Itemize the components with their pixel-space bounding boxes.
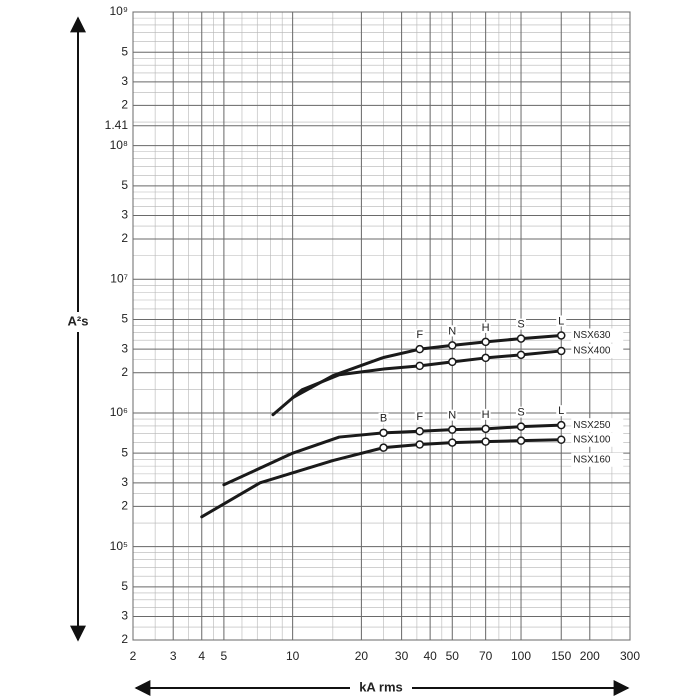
y-tick-label: 5 (121, 445, 128, 459)
y-tick-label: 2 (121, 499, 128, 513)
y-tick-label: 3 (121, 475, 128, 489)
level-label: F (416, 411, 423, 423)
y-axis-label: A²s (68, 313, 89, 328)
series-label: NSX250 (573, 420, 611, 431)
marker (415, 440, 424, 449)
x-tick-label: 70 (479, 649, 493, 663)
marker (448, 357, 457, 367)
marker (481, 337, 490, 347)
x-tick-label: 20 (355, 649, 369, 663)
series-label-bg (571, 328, 624, 343)
y-tick-label: 10⁵ (110, 539, 128, 553)
grid (132, 11, 631, 641)
level-label-bg (480, 321, 491, 333)
y-tick-label: 5 (121, 178, 128, 192)
x-tick-label: 100 (511, 649, 531, 663)
y-tick-label: 2 (121, 98, 128, 112)
level-label: B (380, 413, 387, 425)
y-tick-label: 3 (121, 609, 128, 623)
curve (291, 333, 563, 400)
y-tick-label: 2 (121, 231, 128, 245)
plot-area (132, 11, 631, 641)
y-tick-label: 2 (121, 632, 128, 646)
series-label: NSX100 (573, 434, 611, 445)
level-label: N (448, 410, 456, 422)
level-label-bg (480, 408, 491, 420)
series-label-bg (571, 432, 624, 447)
marker (516, 334, 526, 343)
level-label: H (482, 322, 490, 334)
level-label-bg (414, 411, 425, 423)
y-tick-label: 10⁹ (110, 4, 129, 18)
x-tick-label: 50 (446, 649, 460, 663)
x-tick-label: 4 (198, 649, 205, 663)
x-tick-label: 30 (395, 649, 409, 663)
y-tick-label: 1.41 (105, 118, 129, 132)
marker (448, 341, 457, 350)
level-label-bg (516, 406, 527, 418)
y-tick-label: 3 (121, 341, 128, 355)
marker (448, 425, 457, 434)
level-label-bg (556, 315, 567, 327)
marker (415, 426, 424, 436)
level-label: S (517, 318, 524, 330)
level-label-bg (378, 412, 389, 424)
y-tick-label: 5 (121, 312, 128, 326)
marker (556, 435, 566, 445)
marker (556, 331, 566, 340)
level-label: L (558, 405, 564, 417)
marker (481, 353, 490, 363)
y-tick-label: 10⁶ (110, 405, 128, 419)
x-tick-label: 40 (423, 649, 437, 663)
series-label-bg (571, 418, 624, 433)
level-label: L (558, 315, 564, 327)
y-tick-label: 3 (121, 208, 128, 222)
marker (448, 438, 457, 447)
x-axis-label: kA rms (359, 679, 403, 694)
x-tick-label: 200 (580, 649, 600, 663)
level-label-bg (447, 409, 458, 421)
marker (516, 422, 526, 431)
level-label: N (448, 325, 456, 337)
y-tick-label: 10⁷ (110, 271, 128, 285)
series-label-bg (571, 343, 624, 358)
plot: 2 3 4 5 10 20 30 40 50 70 100 150 200 300 10⁹ 5 3 2 1.41 10… (105, 4, 641, 663)
level-label: F (416, 329, 423, 341)
marker (516, 436, 526, 445)
x-label-bg (350, 678, 412, 698)
level-label-bg (414, 329, 425, 341)
series-label: NSX630 (573, 330, 611, 341)
x-tick-label: 150 (551, 649, 571, 663)
level-label-bg (556, 405, 567, 417)
marker (481, 424, 490, 434)
y-tick-label: 5 (121, 579, 128, 593)
x-tick-label: 5 (221, 649, 228, 663)
annotation: NSX160 (573, 454, 611, 465)
level-label-bg (447, 325, 458, 337)
level-label-bg (516, 318, 527, 330)
x-tick-label: 3 (170, 649, 177, 663)
annotation-bg (571, 452, 624, 467)
series-label: NSX400 (573, 346, 611, 357)
y-tick-label: 3 (121, 74, 128, 88)
marker (415, 344, 424, 354)
marker (415, 361, 424, 371)
y-tick-label: 2 (121, 365, 128, 379)
y-tick-label: 5 (121, 44, 128, 58)
y-tick-label: 10⁸ (110, 138, 128, 152)
marker (556, 420, 566, 430)
marker (379, 428, 388, 438)
marker (379, 443, 388, 452)
marker (556, 346, 566, 356)
marker (516, 350, 526, 360)
level-label: S (517, 407, 524, 419)
x-tick-label: 300 (620, 649, 640, 663)
y-label-bg (60, 312, 96, 332)
marker (481, 437, 490, 446)
x-tick-label: 2 (130, 649, 137, 663)
level-label: H (482, 409, 490, 421)
x-tick-label: 10 (286, 649, 300, 663)
